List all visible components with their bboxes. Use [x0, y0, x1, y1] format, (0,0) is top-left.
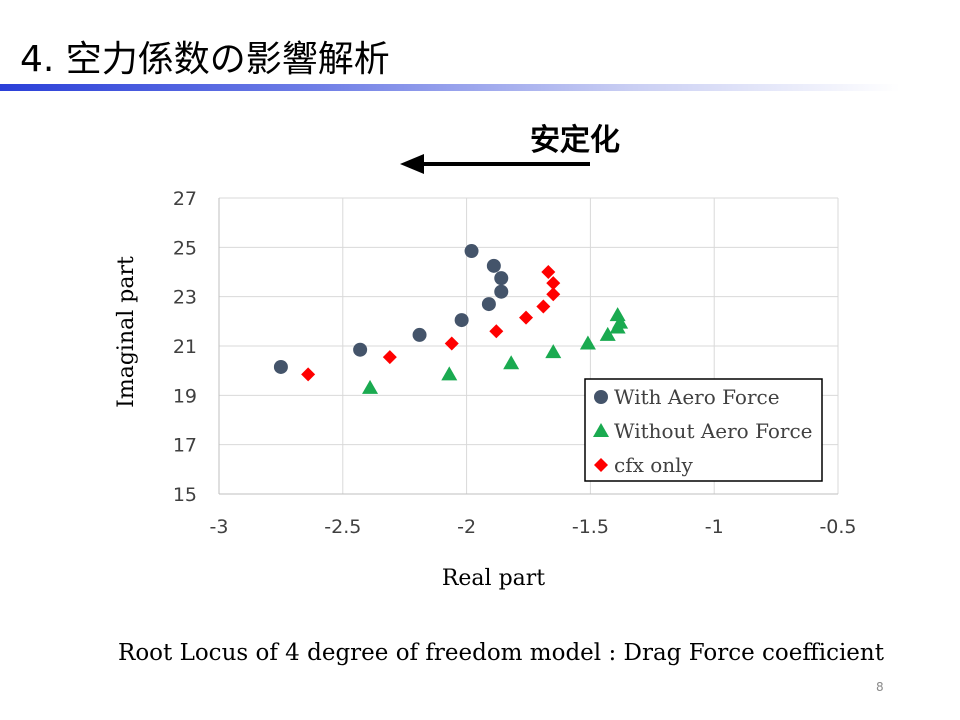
series-1-point [579, 335, 596, 350]
legend-box [584, 378, 823, 482]
series-2-point [519, 310, 534, 325]
series-2-point [301, 367, 316, 382]
stability-label: 安定化 [530, 123, 620, 158]
series-1-point [609, 307, 626, 322]
x-tick-label: -2.5 [324, 516, 361, 538]
legend-label: Without Aero Force [614, 419, 813, 443]
series-1-point [612, 314, 629, 329]
y-tick-label: 15 [173, 484, 197, 506]
y-axis-title: Imaginal part [114, 256, 139, 408]
figure-caption: Root Locus of 4 degree of freedom model … [118, 640, 884, 666]
y-tick-label: 27 [173, 188, 197, 210]
x-axis-title: Real part [442, 566, 545, 591]
title-underline-bar [0, 84, 900, 91]
y-tick-label: 17 [173, 435, 197, 457]
x-tick-label: -0.5 [819, 516, 856, 538]
series-1-point [545, 344, 562, 359]
series-2-point [382, 350, 397, 365]
legend-marker [593, 423, 609, 437]
series-2-point [546, 287, 561, 302]
page-number: 8 [876, 680, 884, 694]
series-2-point [489, 324, 504, 339]
series-0-point [481, 297, 496, 312]
legend-label: cfx only [614, 453, 694, 477]
legend-label: With Aero Force [614, 385, 780, 409]
series-0-point [486, 258, 501, 273]
series-0-point [494, 271, 509, 286]
x-tick-label: -1.5 [572, 516, 609, 538]
y-tick-label: 23 [173, 287, 197, 309]
series-1-point [503, 355, 520, 370]
series-0-point [273, 359, 288, 374]
series-1-point [441, 366, 458, 381]
legend-marker [594, 390, 608, 404]
legend-marker [594, 458, 608, 472]
slide-title: 4. 空力係数の影響解析 [20, 39, 390, 80]
x-tick-label: -2 [457, 516, 476, 538]
series-2-point [541, 265, 556, 279]
series-0-point [412, 327, 427, 342]
series-2-point [546, 276, 561, 291]
series-0-point [494, 284, 509, 299]
series-1-point [599, 326, 616, 341]
series-0-point [353, 342, 368, 357]
series-0-point [454, 313, 469, 328]
y-tick-label: 25 [173, 237, 197, 259]
y-tick-label: 19 [173, 385, 197, 407]
x-tick-label: -1 [705, 516, 724, 538]
series-2-point [536, 299, 551, 314]
series-1-point [362, 379, 379, 394]
left-arrow-icon [400, 154, 590, 174]
series-0-point [464, 244, 479, 259]
y-tick-label: 21 [173, 336, 197, 358]
series-2-point [444, 336, 459, 351]
x-tick-label: -3 [210, 516, 229, 538]
